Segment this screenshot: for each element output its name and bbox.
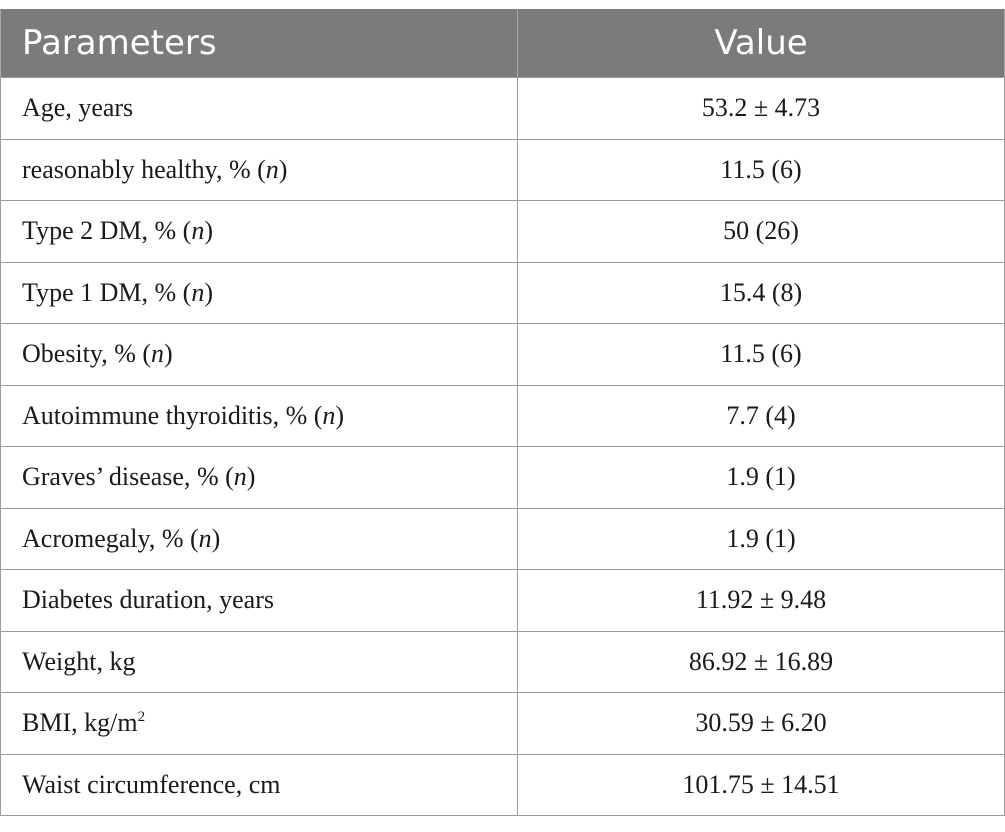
parameter-label: Type 2 DM, % (: [22, 216, 192, 246]
parameter-label: BMI, kg/m: [22, 708, 138, 738]
parameter-label: Age, years: [22, 93, 134, 123]
parameter-label: Acromegaly, % (: [22, 523, 199, 553]
table-body: Age, years 53.2 ± 4.73 reasonably health…: [0, 77, 1005, 816]
parameter-label: Autoimmune thyroiditis, % (: [22, 400, 323, 430]
value-cell: 50 (26): [517, 200, 1005, 263]
parameter-suffix: ): [204, 216, 213, 246]
parameter-cell: Diabetes duration, years: [0, 569, 518, 632]
table-row: Acromegaly, % (n) 1.9 (1): [0, 507, 1005, 570]
value-cell: 15.4 (8): [517, 261, 1005, 324]
n-italic: n: [191, 216, 205, 246]
table-row: Graves’ disease, % (n) 1.9 (1): [0, 446, 1005, 509]
parameter-label: Graves’ disease, % (: [22, 462, 234, 492]
n-italic: n: [191, 277, 205, 307]
table-row: Diabetes duration, years 11.92 ± 9.48: [0, 569, 1005, 632]
value-cell: 7.7 (4): [517, 384, 1005, 447]
parameter-cell: Obesity, % (n): [0, 323, 518, 386]
value-cell: 1.9 (1): [517, 446, 1005, 509]
parameters-table: Parameters Value Age, years 53.2 ± 4.73 …: [0, 9, 1005, 816]
parameter-suffix: ): [164, 339, 173, 369]
table-row: BMI, kg/m2 30.59 ± 6.20: [0, 692, 1005, 755]
parameter-cell: Type 1 DM, % (n): [0, 261, 518, 324]
parameter-cell: Autoimmune thyroiditis, % (n): [0, 384, 518, 447]
parameter-cell: Waist circumference, cm: [0, 753, 518, 816]
parameter-label: Obesity, % (: [22, 339, 152, 369]
table-row: Type 1 DM, % (n) 15.4 (8): [0, 261, 1005, 324]
header-row: Parameters Value: [0, 9, 1005, 78]
n-italic: n: [151, 339, 165, 369]
parameter-label: Diabetes duration, years: [22, 585, 274, 615]
value-cell: 11.5 (6): [517, 323, 1005, 386]
n-italic: n: [198, 523, 212, 553]
parameter-label: reasonably healthy, % (: [22, 154, 266, 184]
header-value: Value: [517, 9, 1005, 78]
table-row: Waist circumference, cm 101.75 ± 14.51: [0, 753, 1005, 816]
parameter-cell: Type 2 DM, % (n): [0, 200, 518, 263]
parameter-cell: reasonably healthy, % (n): [0, 138, 518, 201]
table-row: reasonably healthy, % (n) 11.5 (6): [0, 138, 1005, 201]
parameter-suffix: ): [204, 277, 213, 307]
n-italic: n: [322, 400, 336, 430]
parameter-suffix: ): [335, 400, 345, 430]
table-row: Obesity, % (n) 11.5 (6): [0, 323, 1005, 386]
value-cell: 86.92 ± 16.89: [517, 630, 1005, 693]
parameter-cell: Weight, kg: [0, 630, 518, 693]
parameter-label: Weight, kg: [22, 646, 136, 676]
n-italic: n: [265, 154, 279, 184]
table-row: Autoimmune thyroiditis, % (n) 7.7 (4): [0, 384, 1005, 447]
parameter-cell: BMI, kg/m2: [0, 692, 518, 755]
header-parameters: Parameters: [0, 9, 518, 78]
table-row: Age, years 53.2 ± 4.73: [0, 77, 1005, 140]
parameter-suffix: ): [246, 462, 256, 492]
superscript: 2: [137, 709, 146, 726]
parameter-suffix: ): [211, 523, 221, 553]
value-cell: 11.5 (6): [517, 138, 1005, 201]
parameter-cell: Graves’ disease, % (n): [0, 446, 518, 509]
value-cell: 53.2 ± 4.73: [517, 77, 1005, 140]
parameter-suffix: ): [278, 154, 288, 184]
value-cell: 101.75 ± 14.51: [517, 753, 1005, 816]
table-row: Weight, kg 86.92 ± 16.89: [0, 630, 1005, 693]
table-header: Parameters Value: [0, 9, 1005, 78]
parameter-label: Waist circumference, cm: [22, 769, 281, 799]
n-italic: n: [233, 462, 247, 492]
table-row: Type 2 DM, % (n) 50 (26): [0, 200, 1005, 263]
value-cell: 1.9 (1): [517, 507, 1005, 570]
parameters-table-container: Parameters Value Age, years 53.2 ± 4.73 …: [0, 9, 1005, 816]
parameter-label: Type 1 DM, % (: [22, 277, 192, 307]
parameter-cell: Age, years: [0, 77, 518, 140]
parameter-cell: Acromegaly, % (n): [0, 507, 518, 570]
value-cell: 30.59 ± 6.20: [517, 692, 1005, 755]
value-cell: 11.92 ± 9.48: [517, 569, 1005, 632]
